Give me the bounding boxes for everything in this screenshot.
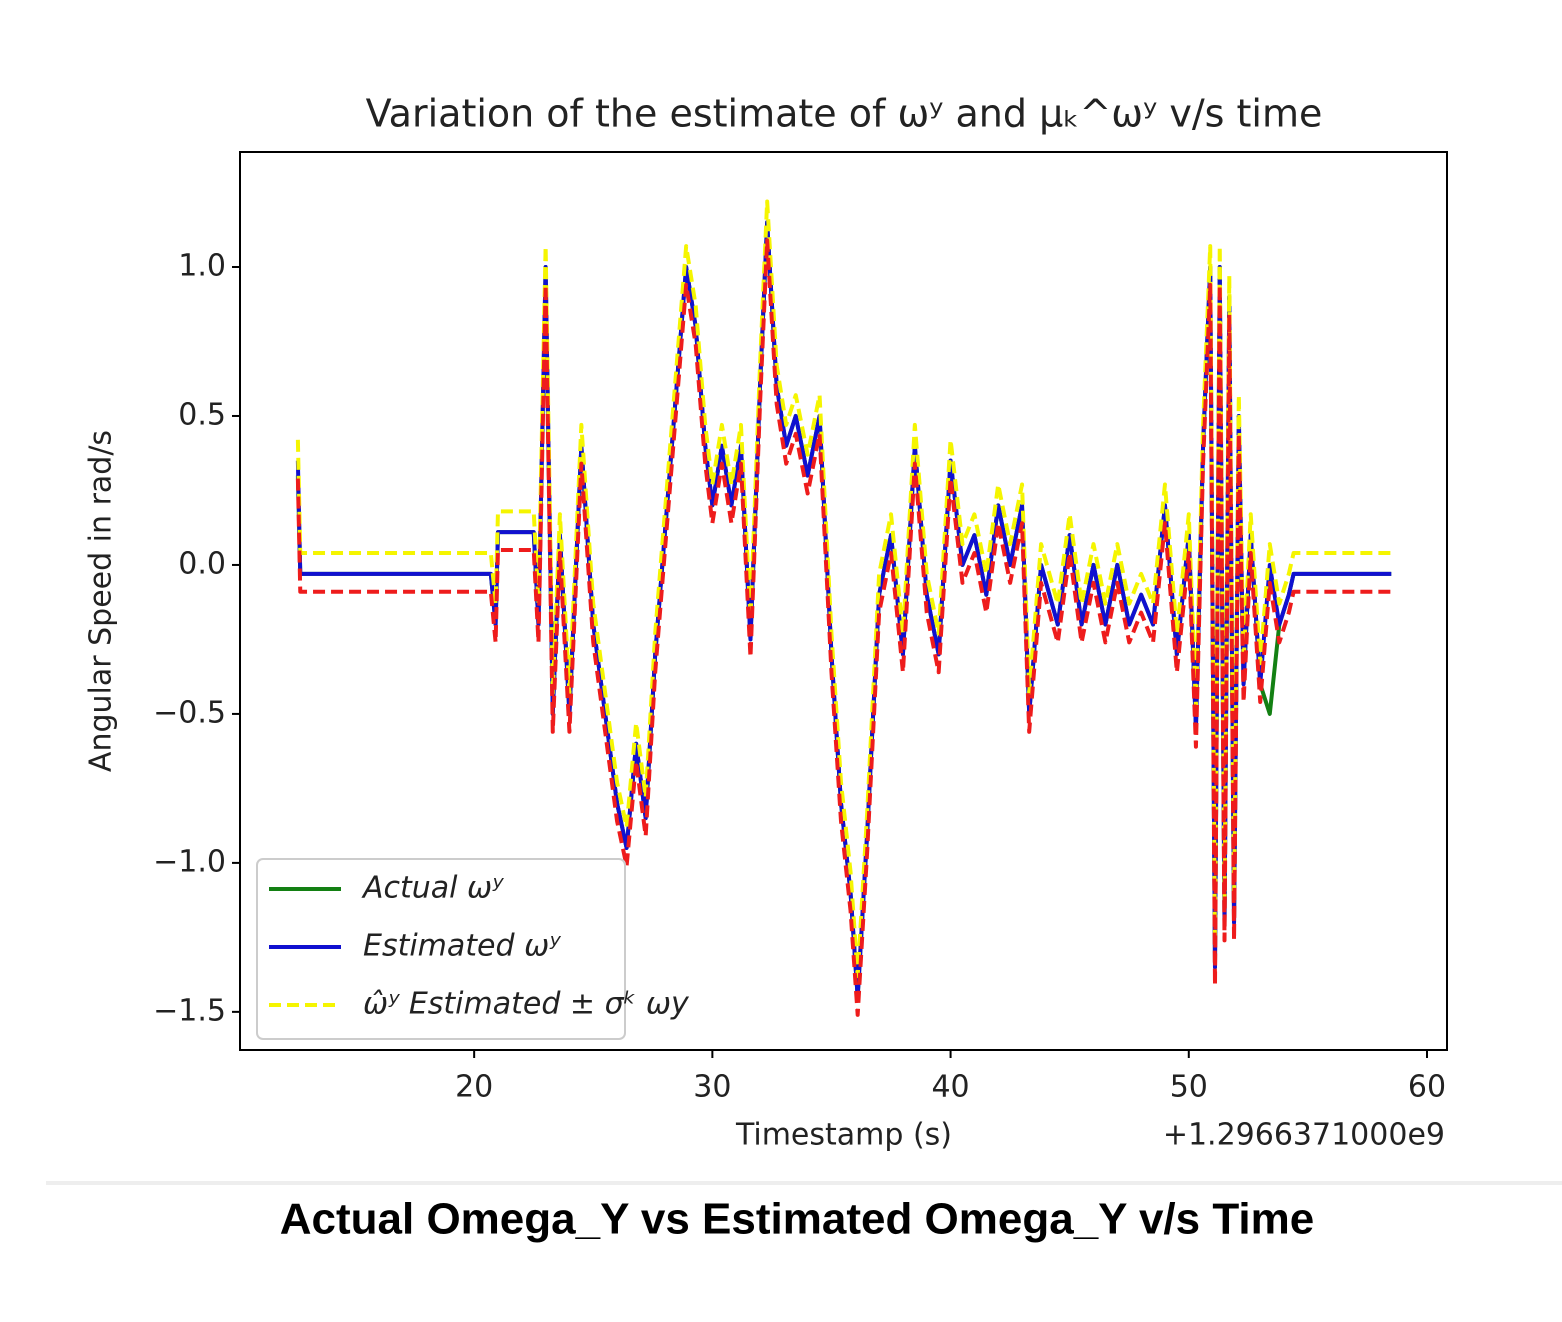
x-tick-label: 40 bbox=[931, 1070, 969, 1105]
x-tick-label: 30 bbox=[693, 1070, 731, 1105]
y-tick-label: 0.0 bbox=[178, 546, 226, 581]
legend-box bbox=[256, 858, 626, 1040]
y-axis-label: Angular Speed in rad/s bbox=[84, 430, 119, 772]
separator bbox=[46, 1181, 1562, 1185]
series-line bbox=[295, 238, 1392, 1017]
caption: Actual Omega_Y vs Estimated Omega_Y v/s … bbox=[280, 1195, 1315, 1244]
x-tick-label: 20 bbox=[455, 1070, 493, 1105]
legend-label: Actual ωʸ bbox=[361, 871, 504, 906]
x-axis-label: Timestamp (s) bbox=[735, 1118, 952, 1153]
plot-frame bbox=[239, 151, 1448, 1051]
legend-label: ω̂ʸ Estimated ± σᵏ ωy bbox=[363, 987, 690, 1022]
y-tick-label: 1.0 bbox=[178, 249, 226, 284]
x-tick-label: 50 bbox=[1170, 1070, 1208, 1105]
x-offset-label: +1.2966371000e9 bbox=[1163, 1118, 1445, 1153]
y-tick-label: 0.5 bbox=[178, 397, 226, 432]
y-tick-label: −0.5 bbox=[153, 695, 226, 730]
y-tick-label: −1.5 bbox=[153, 993, 226, 1028]
y-tick-label: −1.0 bbox=[153, 844, 226, 879]
legend-label: Estimated ωʸ bbox=[363, 929, 561, 964]
x-tick-label: 60 bbox=[1408, 1070, 1446, 1105]
chart-title: Variation of the estimate of ωʸ and μₖ^ω… bbox=[366, 92, 1323, 136]
series-line bbox=[295, 199, 1392, 979]
